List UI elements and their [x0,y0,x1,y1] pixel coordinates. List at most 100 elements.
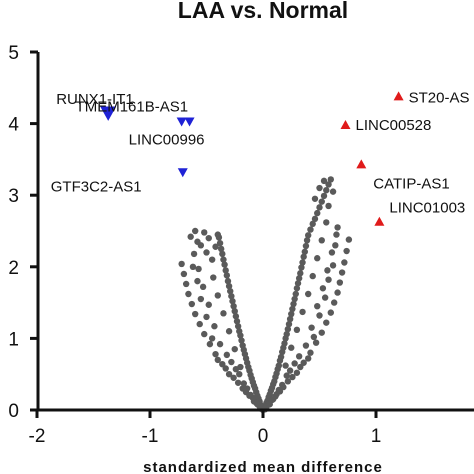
data-point [334,289,341,296]
data-point [178,260,185,268]
data-point [220,310,227,317]
data-point [189,263,197,270]
data-point [305,232,312,239]
data-point [227,287,234,295]
data-point [216,340,224,348]
data-point [222,267,229,274]
data-point [285,320,293,328]
gene-label: LINC00996 [129,131,205,148]
data-point [299,308,306,316]
data-point [238,337,245,344]
data-point [338,269,346,276]
data-point [318,237,325,244]
data-point [309,220,316,228]
gene-label: LINC00528 [355,117,431,134]
data-point [286,367,294,374]
y-tick-label: 2 [8,258,19,279]
data-point [212,350,219,358]
data-point [277,353,285,361]
gene-label: TMEM161B-AS1 [76,98,189,115]
data-point [232,365,240,373]
data-point [208,335,216,342]
data-point [288,344,295,351]
data-point [206,340,214,348]
data-point [283,372,290,379]
data-point [341,259,348,266]
data-point [318,198,325,205]
y-tick-label: 5 [8,43,19,64]
data-point [332,242,339,249]
x-tick-label: -1 [142,426,159,447]
data-point [231,307,238,315]
data-point [208,256,216,263]
data-point [314,209,321,217]
data-point [321,294,329,301]
data-point [234,323,242,330]
data-point [196,320,203,328]
data-point [214,231,221,238]
downregulated-marker [184,117,195,127]
data-point [205,301,212,308]
data-point [187,233,194,240]
data-point [275,386,283,394]
data-point [253,399,260,407]
data-point [318,329,325,336]
data-point [294,280,302,287]
data-point [233,318,241,325]
x-tick-label: 1 [371,426,382,447]
data-point [224,277,232,285]
data-point [219,250,226,258]
data-point [289,305,296,313]
data-point [194,277,201,285]
downregulated-marker [177,168,188,178]
data-point [214,292,221,299]
data-point [236,328,243,335]
data-point [320,192,328,200]
data-point [240,380,247,387]
upregulated-marker [393,91,404,101]
data-point [222,365,229,372]
data-point [190,250,198,258]
gene-label: CATIP-AS1 [373,175,449,192]
data-point [316,312,323,319]
data-point [330,299,338,306]
data-point [311,195,319,202]
data-point [303,237,311,244]
data-point [236,371,243,378]
data-point [239,385,246,392]
data-point [232,313,240,320]
data-point [203,313,210,321]
data-point [297,270,304,277]
data-point [197,295,205,303]
data-point [284,325,292,333]
data-point [231,345,238,353]
data-point [230,302,237,310]
data-point [293,285,301,292]
data-point [298,264,305,271]
data-point [283,330,290,338]
data-point [308,324,315,331]
upregulated-marker [374,216,385,226]
data-point [223,272,231,279]
gene-label: LINC01003 [389,200,465,217]
data-point [325,276,332,283]
downregulated-marker [100,106,117,121]
data-point [279,381,286,389]
data-point [305,355,312,362]
data-point [333,231,340,238]
data-point [302,242,310,250]
data-point [210,274,217,281]
data-point [316,204,323,211]
data-point [192,227,199,235]
data-point [212,243,219,250]
data-point [234,379,242,386]
data-point [214,356,221,364]
data-point [247,391,254,399]
data-point [243,385,251,392]
data-point [205,234,212,242]
data-point [319,285,327,292]
data-point [182,280,190,288]
data-point [323,319,330,326]
data-point [272,393,279,400]
